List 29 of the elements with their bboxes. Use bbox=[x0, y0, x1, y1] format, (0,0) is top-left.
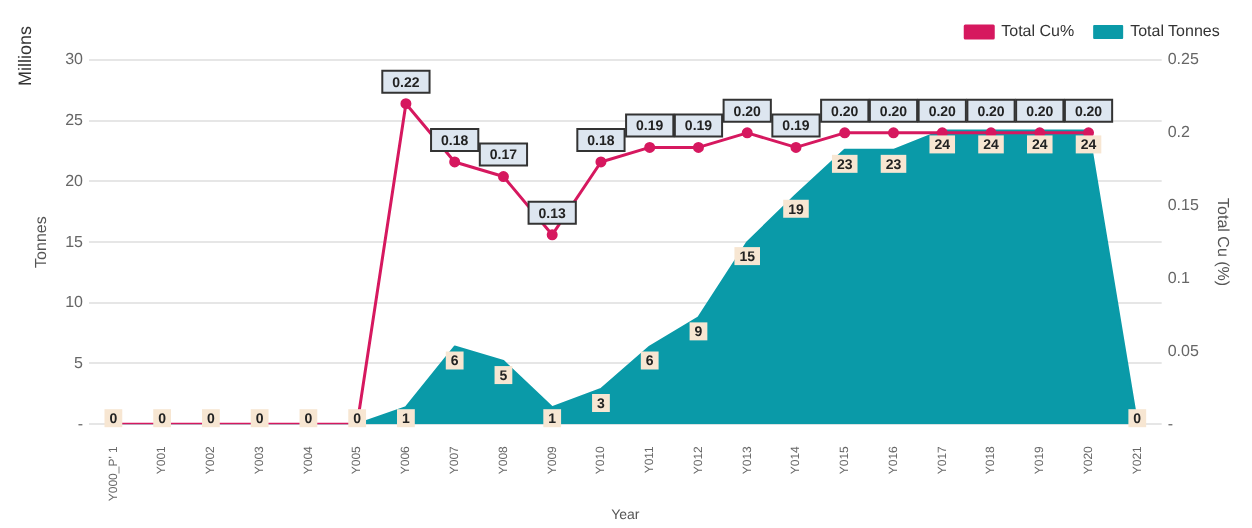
y-tick-label: 5 bbox=[74, 353, 85, 372]
y-axis-title: Tonnes bbox=[32, 216, 51, 268]
y-tick-label: 15 bbox=[65, 232, 85, 251]
point bbox=[497, 171, 509, 183]
point bbox=[595, 156, 607, 168]
point bbox=[839, 127, 851, 139]
text: Millions bbox=[14, 25, 35, 87]
point bbox=[400, 98, 412, 110]
legend-label: Total Cu% bbox=[1001, 22, 1075, 41]
y-tick-label: 10 bbox=[65, 293, 85, 312]
y-tick-label: 25 bbox=[65, 111, 85, 130]
point bbox=[692, 141, 704, 153]
y2-axis-title: Total Cu (%) bbox=[1213, 198, 1232, 287]
point bbox=[644, 141, 656, 153]
y2-tick-label: 0.2 bbox=[1167, 123, 1191, 142]
y-tick-label: - bbox=[77, 414, 84, 433]
point bbox=[741, 127, 753, 139]
y2-tick-label: - bbox=[1167, 414, 1174, 433]
y2-tick-label: 0.25 bbox=[1167, 50, 1200, 69]
y2-tick-label: 0.05 bbox=[1167, 341, 1200, 360]
legend-label: Total Tonnes bbox=[1130, 22, 1220, 41]
y2-tick-label: 0.1 bbox=[1167, 268, 1191, 287]
y-tick-label: 20 bbox=[65, 171, 85, 190]
y-tick-label: 30 bbox=[65, 50, 85, 69]
point bbox=[887, 127, 899, 139]
point bbox=[546, 229, 558, 241]
point bbox=[449, 156, 461, 168]
point bbox=[790, 141, 802, 153]
y2-tick-label: 0.15 bbox=[1167, 196, 1200, 215]
